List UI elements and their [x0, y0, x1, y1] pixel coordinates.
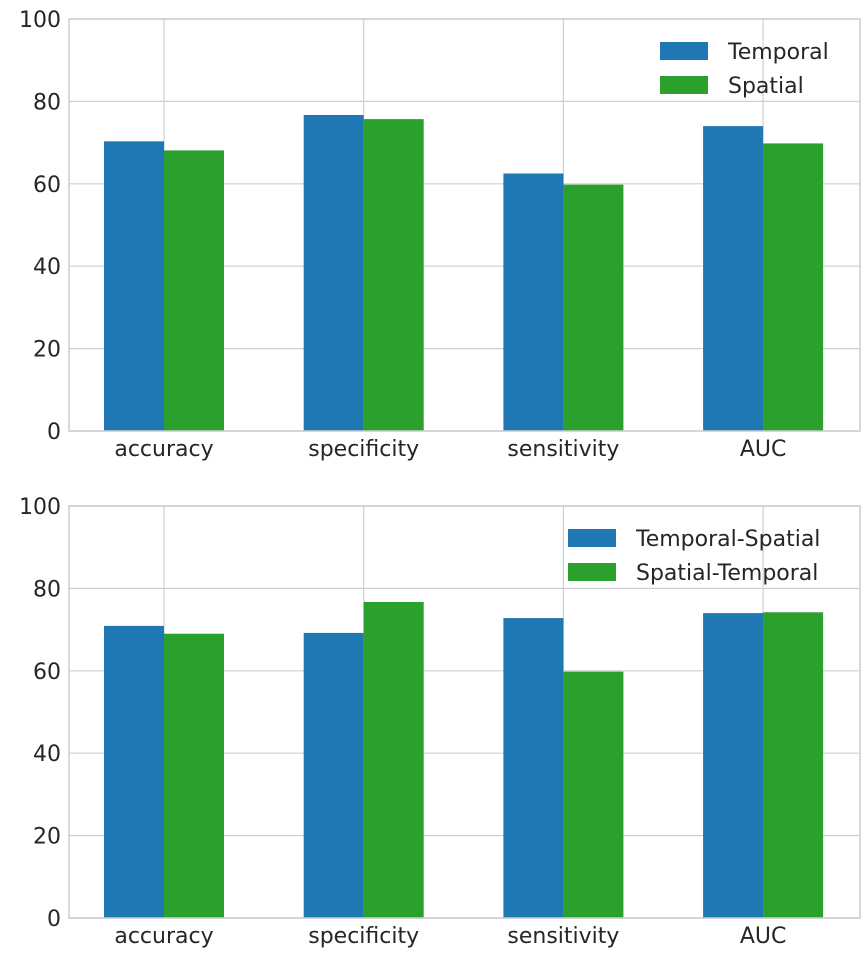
legend-label: Temporal: [727, 40, 829, 65]
y-tick-label: 80: [33, 577, 61, 602]
legend-swatch: [660, 42, 708, 60]
bar-spatial-auc: [763, 143, 824, 431]
bar-spatial-temporal-accuracy: [164, 633, 224, 918]
x-tick-label: accuracy: [114, 924, 213, 949]
x-tick-label: AUC: [740, 437, 787, 462]
legend-label: Spatial-Temporal: [636, 561, 818, 586]
bar-temporal-spatial-auc: [703, 613, 764, 918]
bar-temporal-spatial-sensitivity: [503, 618, 564, 918]
y-tick-label: 100: [19, 8, 61, 33]
bar-spatial-temporal-auc: [763, 612, 824, 918]
bar-spatial-temporal-sensitivity: [563, 671, 624, 918]
y-tick-label: 60: [33, 660, 61, 685]
legend-label: Spatial: [728, 74, 804, 99]
x-tick-label: specificity: [308, 924, 419, 949]
bar-spatial-temporal-specificity: [363, 601, 424, 918]
y-tick-label: 80: [33, 90, 61, 115]
plot-frame: [68, 505, 861, 919]
bar-temporal-spatial-accuracy: [104, 625, 164, 918]
y-tick-label: 0: [47, 907, 61, 932]
legend-swatch: [660, 76, 708, 94]
bar-spatial-specificity: [363, 119, 424, 431]
bar-spatial-accuracy: [164, 150, 224, 432]
bar-temporal-sensitivity: [503, 173, 564, 431]
bar-spatial-sensitivity: [563, 184, 624, 431]
y-tick-label: 40: [33, 742, 61, 767]
chart-top: 0 20 40 60 80 100 accuracy specificity sensitivi…: [19, 8, 861, 462]
legend-swatch: [568, 563, 616, 581]
bar-temporal-accuracy: [104, 141, 164, 431]
x-tick-label: accuracy: [114, 437, 213, 462]
y-tick-label: 60: [33, 173, 61, 198]
y-tick-label: 100: [19, 495, 61, 520]
x-tick-label: specificity: [308, 437, 419, 462]
y-tick-label: 20: [33, 825, 61, 850]
plot-frame: [68, 18, 861, 432]
x-tick-label: sensitivity: [507, 437, 619, 462]
y-tick-label: 20: [33, 338, 61, 363]
bar-temporal-auc: [703, 126, 764, 432]
bar-temporal-specificity: [303, 114, 364, 431]
y-tick-label: 0: [47, 420, 61, 445]
x-tick-label: sensitivity: [507, 924, 619, 949]
chart-bottom: 0 20 40 60 80 100 accuracy specificity sensitivi…: [19, 495, 861, 949]
x-tick-label: AUC: [740, 924, 787, 949]
legend-label: Temporal-Spatial: [635, 527, 820, 552]
legend-swatch: [568, 529, 616, 547]
y-tick-label: 40: [33, 255, 61, 280]
bar-temporal-spatial-specificity: [303, 632, 364, 918]
